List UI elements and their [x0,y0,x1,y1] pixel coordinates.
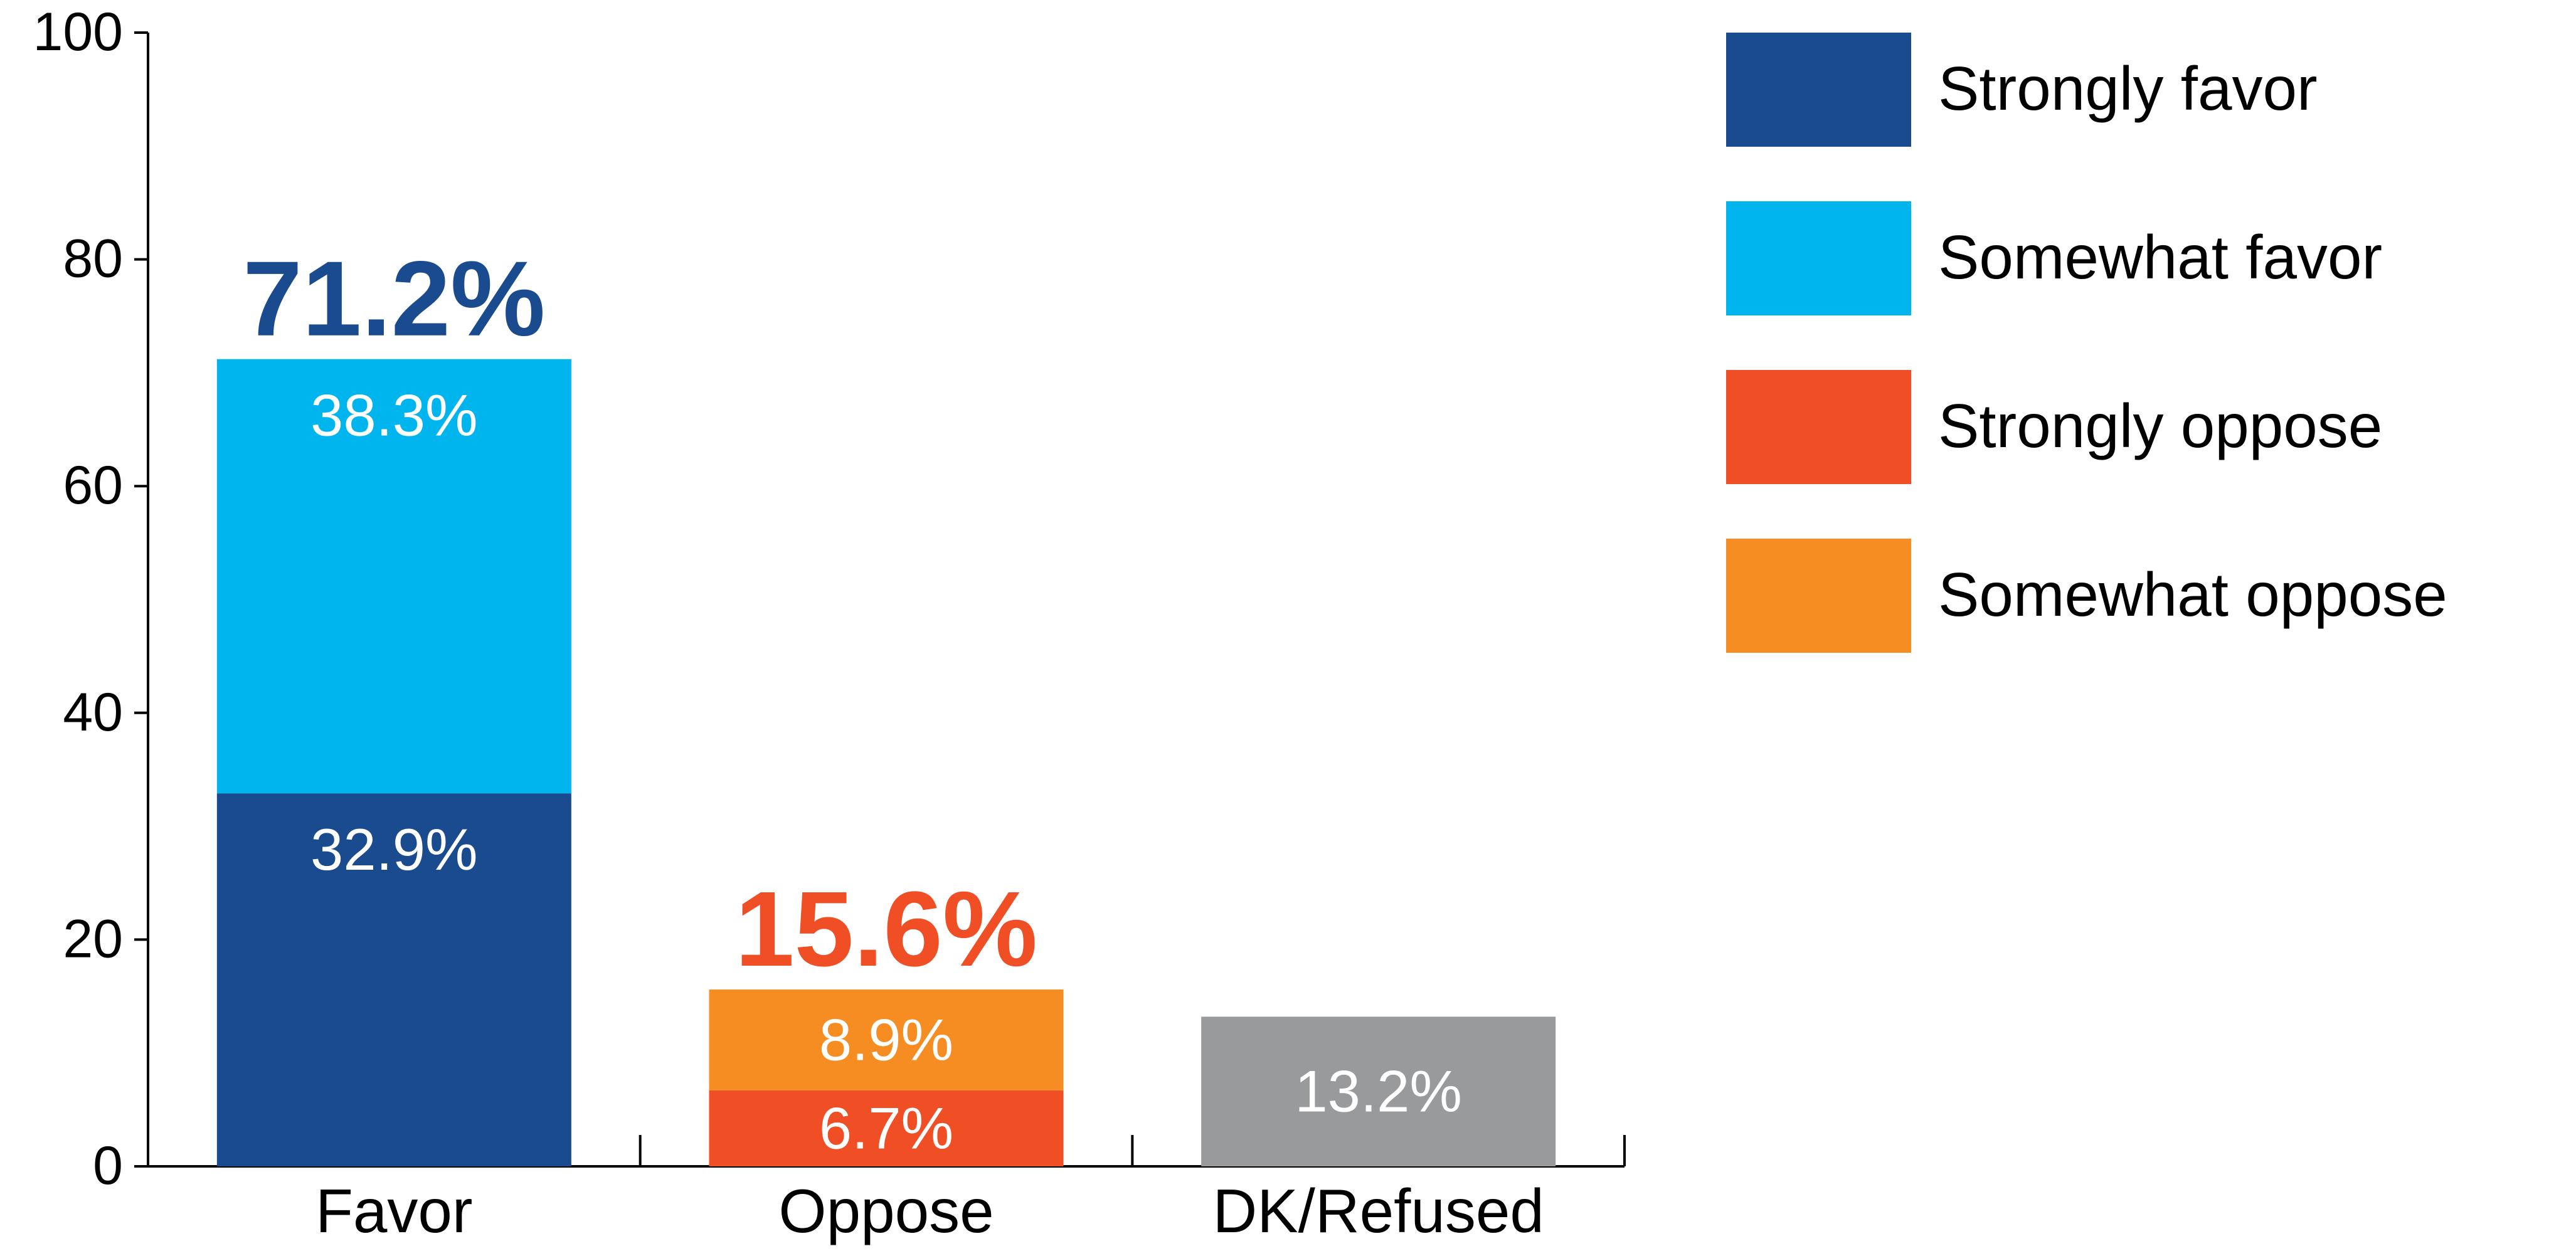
legend: Strongly favor Somewhat favor Strongly opp… [1726,33,2447,653]
y-axis: 0 20 40 60 80 100 [33,2,149,1196]
total-label: 71.2% [243,240,545,359]
bar-segment [216,793,571,1166]
bar-data-label: 32.9% [310,816,478,882]
y-tick-label: 0 [93,1136,123,1196]
legend-swatch [1726,33,1911,147]
y-tick-label: 100 [33,2,124,62]
bar-data-label: 13.2% [1295,1058,1462,1124]
total-label: 15.6% [735,870,1037,989]
legend-swatch [1726,539,1911,653]
bar-segment [216,359,571,794]
legend-label: Somewhat oppose [1938,560,2447,629]
legend-label: Somewhat favor [1938,223,2382,292]
bar-data-label: 6.7% [819,1095,953,1161]
total-labels: 71.2% 15.6% [243,240,1037,989]
y-tick-label: 20 [63,909,123,969]
bar-segment [709,989,1064,1090]
bar-segment [1201,1016,1556,1166]
y-tick-label: 40 [63,682,123,742]
bar-data-label: 38.3% [310,383,478,448]
x-tick-label: Favor [315,1176,473,1245]
y-tick-label: 60 [63,455,123,515]
bar-segment [709,1090,1064,1166]
x-axis: Favor Oppose DK/Refused [147,1135,1626,1245]
legend-label: Strongly oppose [1938,391,2382,460]
bar-data-label: 8.9% [819,1006,953,1072]
x-tick-label: DK/Refused [1212,1176,1544,1245]
y-tick-label: 80 [63,229,123,289]
legend-swatch [1726,370,1911,484]
legend-swatch [1726,201,1911,315]
x-tick-label: Oppose [778,1176,994,1245]
legend-label: Strongly favor [1938,54,2318,123]
bars: 32.9% 38.3% 6.7% 8.9% 13.2% [216,359,1556,1166]
